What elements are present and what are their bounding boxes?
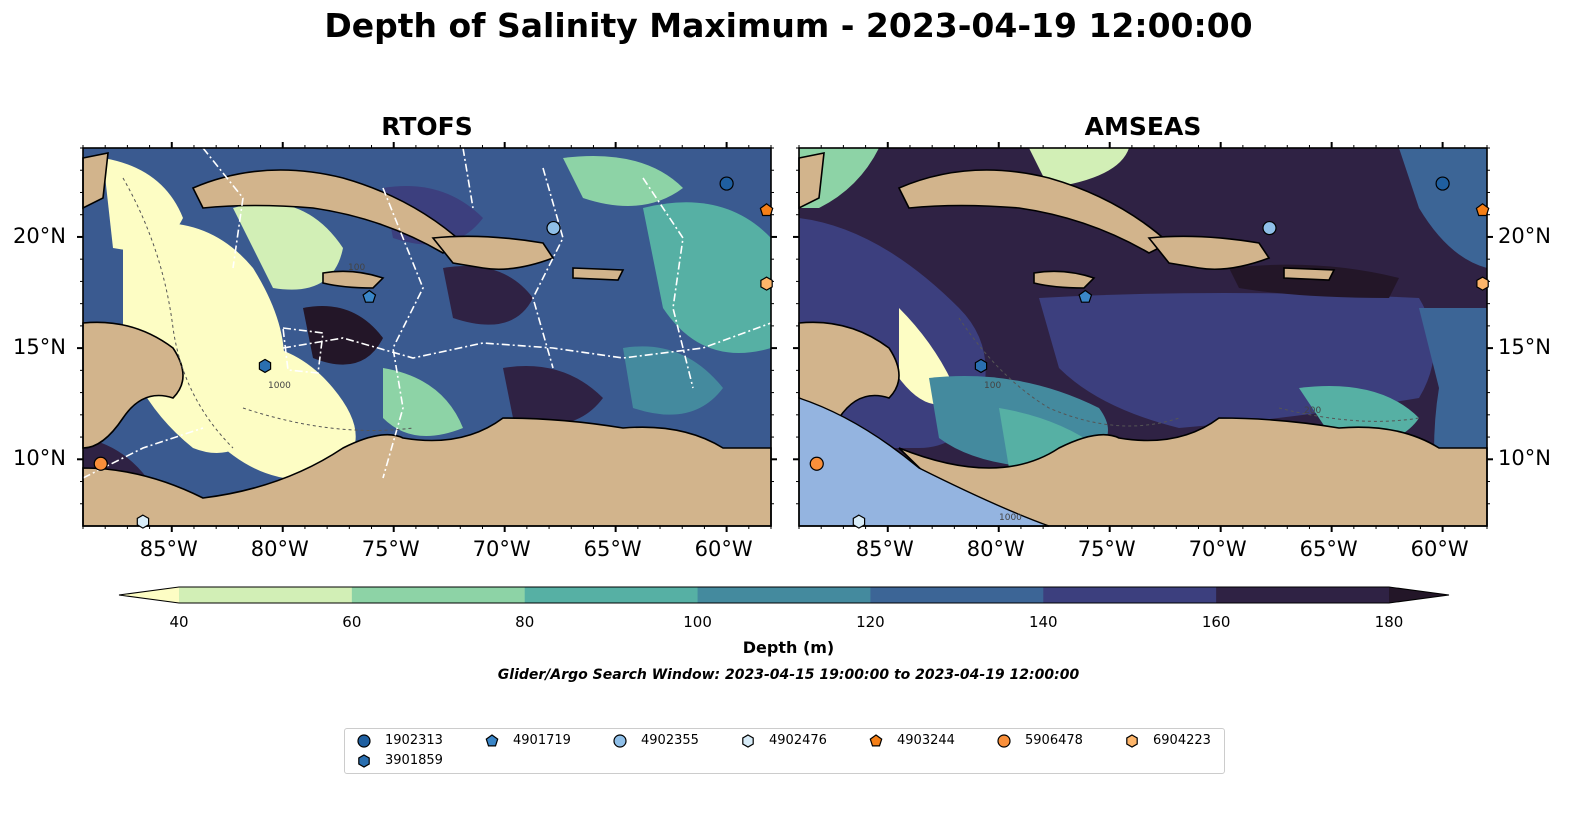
contour-label: 100 [984, 381, 1001, 391]
colorbar [118, 586, 1450, 604]
colorbar-tick-label: 60 [342, 613, 362, 631]
colorbar-segment [1043, 587, 1217, 603]
panel-title-amseas: AMSEAS [1084, 112, 1202, 141]
colorbar-segment [1216, 587, 1390, 603]
lat-tick-label: 10°N [1498, 446, 1551, 471]
colorbar-segment [179, 587, 353, 603]
float-marker [759, 203, 774, 217]
float-marker [719, 176, 734, 191]
float-marker [258, 358, 272, 374]
colorbar-tick-label: 160 [1201, 613, 1231, 631]
hexagon-marker-icon [358, 754, 370, 768]
lat-tick-label: 20°N [1498, 223, 1551, 248]
float-marker [1078, 289, 1093, 303]
lon-tick-label: 65°W [1299, 537, 1358, 561]
float-marker [1435, 176, 1450, 191]
float-marker [546, 220, 561, 236]
float-marker [1262, 220, 1277, 236]
colorbar-tick-label: 120 [856, 613, 885, 631]
lon-tick-label: 85°W [139, 537, 198, 561]
float-marker [362, 289, 377, 303]
legend: 1902313 4901719 4902355 4902476 4903244 59064… [344, 728, 1225, 774]
search-window-note: Glider/Argo Search Window: 2023-04-15 19… [497, 667, 1080, 683]
contour-label: 100 [348, 263, 365, 273]
colorbar-segment [351, 587, 526, 603]
float-marker [974, 358, 988, 374]
map-rtofs: 100 1000 [77, 142, 777, 532]
float-markers-amseas [809, 176, 1490, 529]
lon-tick-label: 60°W [1410, 537, 1469, 561]
circle-marker-icon [997, 734, 1011, 748]
lat-tick-label: 20°N [13, 223, 66, 248]
legend-entry-label: 4901719 [513, 733, 571, 748]
lat-tick-label: 15°N [13, 335, 66, 360]
bathymetry-contours-amseas [958, 317, 1420, 427]
hexagon-marker-icon [742, 734, 754, 748]
lon-tick-label: 75°W [361, 537, 420, 561]
lat-tick-label: 10°N [13, 446, 66, 471]
colorbar-tick-label: 140 [1028, 613, 1058, 631]
lon-tick-label: 80°W [250, 537, 309, 561]
legend-entry-label: 6904223 [1153, 733, 1211, 748]
float-marker [852, 514, 866, 529]
axis-ticks [77, 142, 777, 532]
land-amseas [798, 152, 1488, 527]
float-marker [1476, 276, 1489, 291]
lon-tick-label: 70°W [472, 537, 531, 561]
float-markers-rtofs [93, 176, 774, 529]
circle-marker-icon [357, 734, 371, 748]
pentagon-marker-icon [869, 734, 883, 747]
float-marker [1475, 203, 1490, 217]
legend-entry-label: 1902313 [385, 733, 443, 748]
contour-label: 1000 [268, 381, 291, 391]
lat-tick-label: 15°N [1498, 335, 1551, 360]
lon-tick-label: 60°W [694, 537, 753, 561]
legend-entry-label: 4902355 [641, 733, 699, 748]
map-amseas: 100 200 1000 [793, 142, 1493, 532]
colorbar-tick-label: 100 [683, 613, 712, 631]
legend-entry-label: 4903244 [897, 733, 955, 748]
float-marker [760, 276, 773, 291]
colorbar-segment [524, 587, 699, 603]
lon-tick-label: 65°W [583, 537, 642, 561]
colorbar-tick-label: 40 [169, 613, 189, 631]
circle-marker-icon [613, 734, 627, 748]
float-marker [93, 456, 108, 471]
colorbar-segment [697, 587, 871, 603]
colorbar-segment [870, 587, 1044, 603]
legend-entry-label: 3901859 [385, 753, 443, 768]
map-frame [798, 147, 1488, 527]
lon-tick-label: 80°W [966, 537, 1025, 561]
figure-title: Depth of Salinity Maximum - 2023-04-19 1… [324, 6, 1253, 45]
float-marker [809, 456, 824, 471]
pentagon-marker-icon [485, 734, 499, 747]
lon-tick-label: 70°W [1188, 537, 1247, 561]
colorbar-tick-label: 80 [515, 613, 535, 631]
legend-entry-label: 5906478 [1025, 733, 1083, 748]
colorbar-extend-low [119, 587, 179, 603]
pacific-region [798, 397, 1050, 527]
map-frame [82, 147, 772, 527]
land-rtofs [82, 152, 772, 527]
colorbar-extend-high [1389, 587, 1449, 603]
lon-tick-label: 75°W [1077, 537, 1136, 561]
contour-label: 1000 [999, 513, 1022, 523]
contour-label: 200 [1304, 406, 1321, 416]
float-marker [136, 514, 150, 529]
axis-ticks [793, 142, 1493, 532]
legend-entry-label: 4902476 [769, 733, 827, 748]
panel-title-rtofs: RTOFS [381, 112, 473, 141]
hexagon-marker-icon [1126, 734, 1138, 748]
colorbar-tick-label: 180 [1374, 613, 1404, 631]
depth-field-amseas [799, 148, 1487, 526]
lon-tick-label: 85°W [855, 537, 914, 561]
colorbar-label: Depth (m) [742, 638, 835, 657]
